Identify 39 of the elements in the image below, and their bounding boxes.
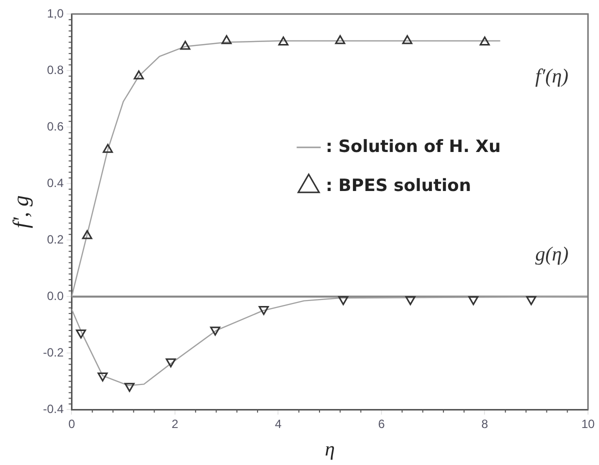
point	[166, 358, 176, 368]
y-axis-title: f', g	[8, 195, 33, 228]
y-tick-label: 1,0	[46, 6, 64, 20]
legend-label: : BPES solution	[326, 176, 472, 196]
y-tick-label: 0.4	[46, 176, 64, 190]
point	[124, 382, 135, 392]
point	[526, 296, 536, 306]
point	[180, 40, 190, 50]
point	[480, 36, 490, 46]
y-tick-label: -0.4	[42, 402, 64, 416]
point	[402, 35, 412, 44]
y-tick-label: -0.2	[42, 345, 64, 360]
annotation: f′(η)	[535, 66, 569, 88]
point	[102, 144, 113, 153]
point	[278, 36, 288, 46]
y-tick-label: 0.0	[46, 288, 64, 303]
x-axis-title: η	[324, 438, 335, 460]
x-tick-label: 10	[581, 417, 595, 432]
y-tick-label: 0.8	[46, 62, 64, 77]
point	[98, 372, 108, 382]
point	[338, 296, 348, 306]
x-tick-label: 0	[68, 417, 76, 432]
point	[221, 35, 232, 44]
legend-label: : Solution of H. Xu	[326, 136, 501, 157]
point	[76, 329, 86, 338]
point	[468, 296, 478, 306]
y-tick-label: 0.6	[46, 119, 64, 134]
annotation: g(η)	[535, 244, 569, 266]
point	[210, 326, 220, 336]
point	[405, 296, 416, 306]
x-tick-label: 4	[274, 417, 282, 432]
point	[134, 70, 144, 80]
point	[335, 35, 346, 44]
point	[82, 230, 92, 240]
x-tick-label: 6	[378, 417, 386, 432]
y-tick-label: 0.2	[46, 232, 64, 246]
point	[258, 306, 269, 316]
x-tick-label: 8	[481, 417, 488, 432]
x-tick-label: 2	[172, 417, 179, 432]
